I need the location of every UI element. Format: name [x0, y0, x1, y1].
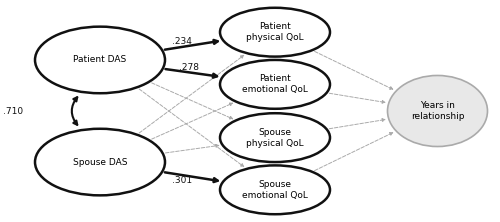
Text: Patient
physical QoL: Patient physical QoL	[246, 22, 304, 42]
Text: Spouse
physical QoL: Spouse physical QoL	[246, 128, 304, 148]
Ellipse shape	[220, 60, 330, 109]
Text: .234: .234	[172, 37, 192, 46]
Ellipse shape	[35, 129, 165, 195]
Text: Patient DAS: Patient DAS	[74, 56, 126, 64]
Text: Patient
emotional QoL: Patient emotional QoL	[242, 74, 308, 94]
Text: .301: .301	[172, 176, 192, 185]
Ellipse shape	[388, 75, 488, 147]
Text: Spouse DAS: Spouse DAS	[73, 158, 127, 166]
Ellipse shape	[220, 165, 330, 214]
Text: .278: .278	[178, 63, 199, 72]
Ellipse shape	[220, 8, 330, 57]
Text: .710: .710	[3, 107, 23, 115]
Ellipse shape	[35, 27, 165, 93]
Text: Years in
relationship: Years in relationship	[411, 101, 464, 121]
Ellipse shape	[220, 113, 330, 162]
Text: Spouse
emotional QoL: Spouse emotional QoL	[242, 180, 308, 200]
